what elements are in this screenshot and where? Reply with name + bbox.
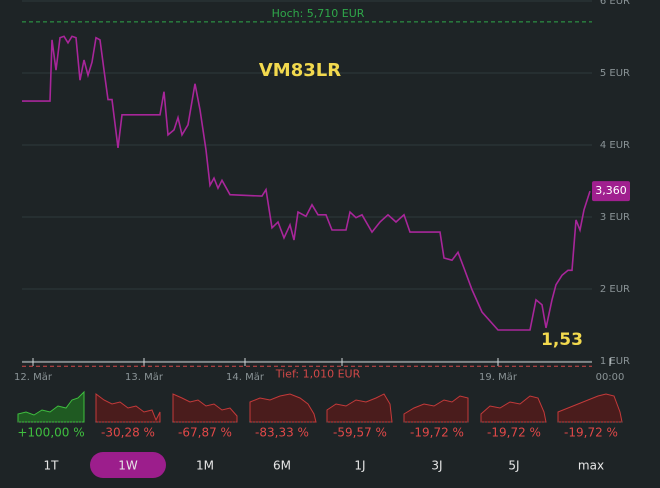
x-tick-label: 00:00 (596, 372, 625, 383)
y-tick-label: 3 EUR (600, 212, 630, 223)
sparkline (326, 393, 393, 423)
low-label: Tief: 1,010 EUR (275, 367, 361, 380)
y-tick-label: 2 EUR (600, 284, 630, 295)
performance-label: -59,57 % (333, 426, 387, 440)
sparkline (95, 393, 161, 423)
x-tick-label: 19. Mär (479, 372, 518, 383)
period-button[interactable]: 6M (273, 459, 291, 473)
sparkline (249, 393, 317, 423)
x-tick-label: 13. Mär (125, 372, 164, 383)
x-tick-label: 12. Mär (14, 372, 53, 383)
period-button[interactable]: 1M (196, 459, 214, 473)
selected-pill (90, 452, 166, 478)
period-button[interactable]: max (578, 459, 604, 473)
high-label: Hoch: 5,710 EUR (272, 7, 365, 20)
y-tick-label: 5 EUR (600, 68, 630, 79)
last-value-badge (592, 181, 630, 202)
performance-label: -67,87 % (178, 426, 232, 440)
last-value-label: 3,360 (595, 184, 627, 197)
price-line (22, 35, 591, 331)
chart-title: VM83LR (259, 60, 341, 81)
x-tick-label: 14. Mär (226, 372, 265, 383)
performance-label: +100,00 % (17, 426, 84, 440)
performance-label: -19,72 % (410, 426, 464, 440)
y-tick-label: 6 EUR (600, 0, 630, 7)
low-label-bg (272, 367, 364, 381)
sparkline (557, 393, 623, 423)
y-tick-label: 4 EUR (600, 140, 630, 151)
sparkline (17, 390, 85, 423)
sparkline (403, 395, 469, 423)
sparkline (172, 393, 238, 423)
performance-label: -30,28 % (101, 426, 155, 440)
thumbnails (17, 390, 623, 423)
y-tick-label: 1 EUR (600, 356, 630, 367)
sparkline (480, 395, 547, 423)
performance-label: -19,72 % (564, 426, 618, 440)
period-button[interactable]: 1T (44, 459, 60, 473)
min-label: 1,53 (541, 330, 583, 350)
performance-label: -19,72 % (487, 426, 541, 440)
period-button[interactable]: 3J (431, 459, 442, 473)
period-button[interactable]: 1W (118, 459, 138, 473)
performance-label: -83,33 % (255, 426, 309, 440)
period-button[interactable]: 5J (508, 459, 519, 473)
period-button[interactable]: 1J (354, 459, 365, 473)
